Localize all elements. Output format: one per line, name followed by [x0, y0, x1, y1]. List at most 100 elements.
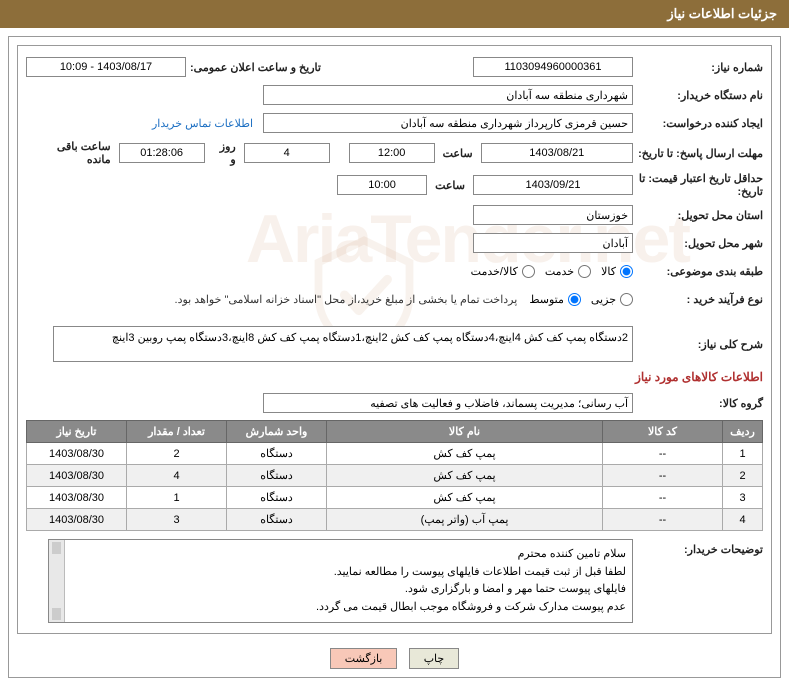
table-cell-code: -- — [603, 443, 723, 465]
table-row: 3--پمپ کف کشدستگاه11403/08/30 — [27, 487, 763, 509]
buyer-notes-box[interactable]: سلام تامین کننده محترملطفا قبل از ثبت قی… — [48, 539, 633, 623]
table-cell-unit: دستگاه — [227, 509, 327, 531]
overview-label: شرح کلی نیاز: — [633, 338, 763, 351]
table-cell-n: 4 — [723, 509, 763, 531]
announce-date-label: تاریخ و ساعت اعلان عمومی: — [186, 61, 321, 74]
table-cell-name: پمپ آب (واتر پمپ) — [327, 509, 603, 531]
table-cell-name: پمپ کف کش — [327, 465, 603, 487]
buyer-notes-line: لطفا قبل از ثبت قیمت اطلاعات فایلهای پیو… — [73, 564, 626, 582]
table-row: 1--پمپ کف کشدستگاه21403/08/30 — [27, 443, 763, 465]
table-cell-n: 2 — [723, 465, 763, 487]
page-title: جزئیات اطلاعات نیاز — [667, 6, 777, 21]
cat-service-option[interactable]: خدمت — [545, 265, 591, 278]
row-category: طبقه بندی موضوعی: کالا خدمت کالا/خدمت — [26, 260, 763, 282]
table-cell-date: 1403/08/30 — [27, 465, 127, 487]
table-header-row: ردیف کد کالا نام کالا واحد شمارش تعداد /… — [27, 421, 763, 443]
details-section: شماره نیاز: 1103094960000361 تاریخ و ساع… — [17, 45, 772, 634]
city-label: شهر محل تحویل: — [633, 237, 763, 250]
buyer-notes-line: سلام تامین کننده محترم — [73, 546, 626, 564]
scrollbar-icon[interactable] — [49, 540, 65, 622]
days-remain-value: 4 — [244, 143, 330, 163]
requester-value: حسین قرمزی کارپرداز شهرداری منطقه سه آبا… — [263, 113, 633, 133]
table-cell-qty: 4 — [127, 465, 227, 487]
print-button[interactable]: چاپ — [409, 648, 460, 669]
page-header: جزئیات اطلاعات نیاز — [0, 0, 789, 28]
cat-goods-option[interactable]: کالا — [601, 265, 633, 278]
province-label: استان محل تحویل: — [633, 209, 763, 222]
goods-group-value: آب رسانی؛ مدیریت پسماند، فاضلاب و فعالیت… — [263, 393, 633, 413]
goods-group-label: گروه کالا: — [633, 397, 763, 410]
need-number-value: 1103094960000361 — [473, 57, 633, 77]
row-province: استان محل تحویل: خوزستان — [26, 204, 763, 226]
process-note: پرداخت تمام یا بخشی از مبلغ خرید،از محل … — [175, 293, 518, 306]
th-code: کد کالا — [603, 421, 723, 443]
table-cell-name: پمپ کف کش — [327, 443, 603, 465]
countdown-value: 01:28:06 — [119, 143, 205, 163]
validity-date-value: 1403/09/21 — [473, 175, 633, 195]
cat-goods-label: کالا — [601, 265, 616, 278]
validity-time-value: 10:00 — [337, 175, 427, 195]
cat-both-label: کالا/خدمت — [471, 265, 518, 278]
items-table: ردیف کد کالا نام کالا واحد شمارش تعداد /… — [26, 420, 763, 531]
th-date: تاریخ نیاز — [27, 421, 127, 443]
category-radio-group: کالا خدمت کالا/خدمت — [471, 265, 633, 278]
deadline-time-value: 12:00 — [349, 143, 435, 163]
proc-partial-label: جزیی — [591, 293, 616, 306]
process-label: نوع فرآیند خرید : — [633, 293, 763, 306]
row-requester: ایجاد کننده درخواست: حسین قرمزی کارپرداز… — [26, 112, 763, 134]
proc-partial-radio[interactable] — [620, 293, 633, 306]
province-value: خوزستان — [473, 205, 633, 225]
row-process: نوع فرآیند خرید : جزیی متوسط پرداخت تمام… — [26, 288, 763, 310]
cat-service-label: خدمت — [545, 265, 574, 278]
table-cell-date: 1403/08/30 — [27, 509, 127, 531]
th-name: نام کالا — [327, 421, 603, 443]
table-cell-qty: 1 — [127, 487, 227, 509]
row-need-number: شماره نیاز: 1103094960000361 تاریخ و ساع… — [26, 56, 763, 78]
th-row: ردیف — [723, 421, 763, 443]
buyer-notes-label: توضیحات خریدار: — [633, 539, 763, 556]
buyer-org-value: شهرداری منطقه سه آبادان — [263, 85, 633, 105]
requester-label: ایجاد کننده درخواست: — [633, 117, 763, 130]
table-cell-n: 3 — [723, 487, 763, 509]
cat-both-radio[interactable] — [522, 265, 535, 278]
row-city: شهر محل تحویل: آبادان — [26, 232, 763, 254]
buyer-notes-line: عدم پیوست مدارک شرکت و فروشگاه موجب ابطا… — [73, 599, 626, 617]
th-unit: واحد شمارش — [227, 421, 327, 443]
table-cell-date: 1403/08/30 — [27, 487, 127, 509]
row-goods-group: گروه کالا: آب رسانی؛ مدیریت پسماند، فاضل… — [26, 392, 763, 414]
city-value: آبادان — [473, 233, 633, 253]
cat-both-option[interactable]: کالا/خدمت — [471, 265, 535, 278]
table-cell-date: 1403/08/30 — [27, 443, 127, 465]
proc-partial-option[interactable]: جزیی — [591, 293, 633, 306]
buyer-notes-line: فایلهای پیوست حتما مهر و امضا و بارگزاری… — [73, 581, 626, 599]
row-deadline: مهلت ارسال پاسخ: تا تاریخ: 1403/08/21 سا… — [26, 140, 763, 166]
table-cell-qty: 2 — [127, 443, 227, 465]
overview-value: 2دستگاه پمپ کف کش 4اینچ،4دستگاه پمپ کف ک… — [53, 326, 633, 362]
cat-goods-radio[interactable] — [620, 265, 633, 278]
table-cell-code: -- — [603, 509, 723, 531]
cat-service-radio[interactable] — [578, 265, 591, 278]
table-cell-code: -- — [603, 487, 723, 509]
buyer-contact-link[interactable]: اطلاعات تماس خریدار — [152, 117, 253, 130]
proc-medium-label: متوسط — [529, 293, 564, 306]
main-container: AriaTender.net شماره نیاز: 1103094960000… — [8, 36, 781, 678]
process-radio-group: جزیی متوسط — [529, 293, 633, 306]
th-qty: تعداد / مقدار — [127, 421, 227, 443]
deadline-date-value: 1403/08/21 — [481, 143, 633, 163]
table-row: 4--پمپ آب (واتر پمپ)دستگاه31403/08/30 — [27, 509, 763, 531]
row-buyer-notes: توضیحات خریدار: سلام تامین کننده محترملط… — [26, 539, 763, 623]
need-number-label: شماره نیاز: — [633, 61, 763, 74]
category-label: طبقه بندی موضوعی: — [633, 265, 763, 278]
table-cell-unit: دستگاه — [227, 487, 327, 509]
row-overview: شرح کلی نیاز: 2دستگاه پمپ کف کش 4اینچ،4د… — [26, 326, 763, 362]
proc-medium-radio[interactable] — [568, 293, 581, 306]
table-cell-qty: 3 — [127, 509, 227, 531]
table-cell-n: 1 — [723, 443, 763, 465]
announce-date-value: 1403/08/17 - 10:09 — [26, 57, 186, 77]
proc-medium-option[interactable]: متوسط — [529, 293, 581, 306]
row-validity: حداقل تاریخ اعتبار قیمت: تا تاریخ: 1403/… — [26, 172, 763, 198]
back-button[interactable]: بازگشت — [330, 648, 398, 669]
buyer-notes-text: سلام تامین کننده محترملطفا قبل از ثبت قی… — [55, 546, 626, 616]
validity-time-label: ساعت — [427, 179, 473, 192]
deadline-time-label: ساعت — [435, 147, 481, 160]
